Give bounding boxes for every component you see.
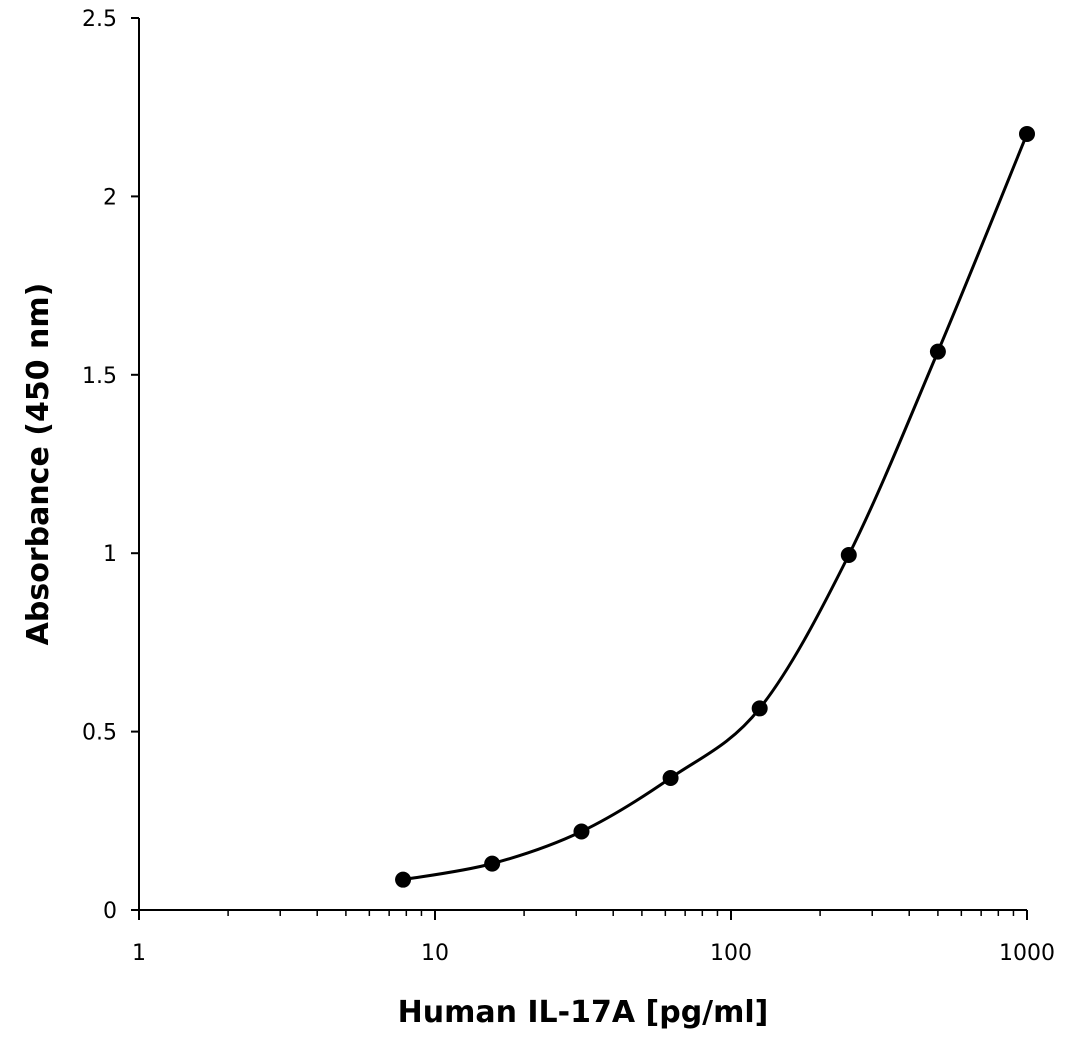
y-tick-label: 2 xyxy=(103,185,117,210)
data-point xyxy=(662,769,679,786)
y-tick-label: 2.5 xyxy=(82,7,117,32)
data-point xyxy=(1019,125,1035,142)
data-point xyxy=(929,343,946,360)
fitted-curve xyxy=(402,133,1029,882)
y-tick-label: 1 xyxy=(103,542,117,567)
x-axis-ticks: 1 10 100 1000 xyxy=(132,910,1055,966)
x-tick-label: 10 xyxy=(421,941,449,966)
y-axis-title: Absorbance (450 nm) xyxy=(21,283,56,646)
data-point xyxy=(484,855,501,872)
data-points xyxy=(395,125,1035,888)
x-axis-title: Human IL-17A [pg/ml] xyxy=(398,995,769,1030)
data-point xyxy=(573,823,590,840)
data-point xyxy=(840,546,857,563)
y-axis-ticks: 0 0.5 1 1.5 2 2.5 xyxy=(82,7,139,924)
y-tick-label: 0.5 xyxy=(82,721,117,746)
x-tick-label: 100 xyxy=(710,941,752,966)
y-tick-label: 1.5 xyxy=(82,364,117,389)
axes xyxy=(138,18,1027,911)
x-tick-label: 1000 xyxy=(999,941,1055,966)
x-tick-label: 1 xyxy=(132,941,146,966)
y-tick-label: 0 xyxy=(103,899,117,924)
data-point xyxy=(395,871,412,888)
data-point xyxy=(751,700,768,717)
